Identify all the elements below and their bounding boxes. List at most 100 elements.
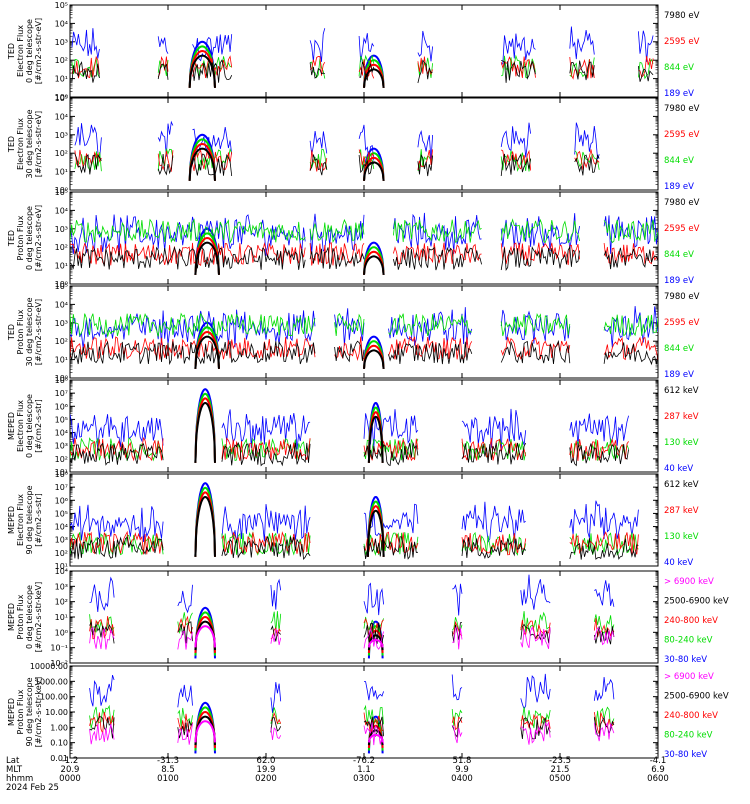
- trace-segment: [461, 442, 527, 465]
- trace-segment: [309, 148, 328, 171]
- y-axis-label: TED: [7, 136, 16, 153]
- y-tick-label: 10³: [55, 225, 68, 234]
- y-axis-label: MEPED: [7, 603, 16, 631]
- y-axis-label: MEPED: [7, 506, 16, 534]
- trace-segment: [192, 153, 233, 177]
- y-tick-label: 10⁴: [55, 300, 68, 309]
- x-tick-label: 0300: [353, 774, 375, 784]
- trace-segment: [309, 213, 365, 254]
- trace-segment: [270, 707, 281, 724]
- trace-segment: [500, 245, 580, 271]
- series-189-ev: [71, 26, 654, 88]
- y-tick-label: 10⁵: [55, 188, 68, 197]
- trace-segment: [70, 218, 306, 245]
- x-tick-label: 9.9: [455, 765, 469, 775]
- trace-segment: [569, 500, 639, 540]
- trace-arch: [363, 161, 385, 181]
- trace-segment: [388, 313, 473, 336]
- panel-8: 0.01 0.10 1.00 10.00 100.00 1000.00 10000.00 ME…: [7, 662, 729, 763]
- legend-entry: 2500-6900 keV: [664, 692, 729, 702]
- y-axis-label: Proton Flux: [16, 309, 25, 354]
- trace-segment: [309, 154, 328, 176]
- series-40-kev: [70, 388, 629, 463]
- trace-segment: [500, 339, 571, 365]
- y-tick-label: 1.00: [50, 723, 68, 732]
- trace-segment: [569, 531, 639, 555]
- trace-segment: [388, 341, 473, 365]
- y-tick-label: 1000.00: [35, 677, 68, 686]
- trace-segment: [451, 620, 463, 637]
- y-tick-label: 10⁰: [55, 93, 68, 102]
- y-axis-label: [#/cm2-s-str-eV]: [34, 111, 43, 177]
- y-tick-label: 10²: [55, 243, 68, 252]
- legend-entry: 844 eV: [664, 250, 694, 260]
- trace-segment: [417, 30, 433, 62]
- series-844-ev: [74, 138, 600, 181]
- trace-segment: [500, 213, 580, 252]
- trace-segment: [520, 623, 551, 644]
- trace-segment: [157, 55, 169, 78]
- trace-segment: [593, 618, 615, 638]
- y-tick-label: 10⁵: [55, 282, 68, 291]
- y-tick-label: 0.10: [50, 739, 68, 748]
- trace-segment: [363, 722, 384, 746]
- legend-entry: 240-800 keV: [664, 711, 718, 721]
- y-tick-label: 10⁸: [55, 376, 68, 385]
- legend-entry: 80-240 keV: [664, 731, 713, 741]
- trace-segment: [70, 246, 306, 270]
- trace-arch: [367, 734, 384, 743]
- panel-7: 10⁻² 10⁻¹ 10⁰ 10¹ 10² 10³ 10⁴ MEPED Proton Flux 0…: [7, 567, 729, 668]
- trace-segment: [270, 682, 282, 714]
- x-tick-label: 62.0: [257, 756, 276, 766]
- y-axis-label: 0 deg telescope: [25, 394, 34, 458]
- trace-arch: [367, 724, 384, 748]
- trace-segment: [157, 120, 174, 157]
- trace-arch: [367, 634, 384, 651]
- trace-segment: [388, 336, 473, 360]
- y-axis-label: [#/cm2-s-str-eV]: [34, 18, 43, 84]
- panel-4: 10⁰ 10¹ 10² 10³ 10⁴ 10⁵ TED Proton Flux 30 deg t…: [7, 282, 700, 383]
- trace-segment: [177, 713, 193, 734]
- trace-arch: [194, 710, 216, 748]
- trace-segment: [363, 503, 419, 539]
- trace-segment: [74, 123, 102, 159]
- legend-entry: 7980 eV: [664, 11, 700, 21]
- trace-segment: [358, 54, 375, 77]
- trace-arch: [367, 639, 384, 648]
- series-7980-ev: [74, 147, 600, 181]
- legend-entry: 7980 eV: [664, 104, 700, 114]
- trace-segment: [363, 536, 418, 560]
- y-tick-label: 10⁴: [55, 567, 68, 576]
- y-axis-label: Electron Flux: [16, 118, 25, 170]
- series-traces: [89, 574, 615, 659]
- trace-segment: [89, 704, 115, 729]
- trace-segment: [451, 674, 463, 701]
- legend-entry: 240-800 keV: [664, 616, 718, 626]
- y-tick-label: 10⁸: [55, 470, 68, 479]
- trace-segment: [500, 56, 536, 78]
- series-844-ev: [70, 218, 658, 275]
- trace-segment: [500, 309, 571, 344]
- x-tick-label: 0000: [59, 774, 81, 784]
- y-tick-label: 10⁻²: [50, 659, 68, 668]
- trace-arch: [194, 620, 216, 651]
- series-traces: [70, 388, 629, 467]
- trace-arch: [367, 415, 384, 463]
- x-tick-label: 19.9: [257, 765, 276, 775]
- y-tick-label: 10¹: [55, 168, 68, 177]
- trace-segment: [70, 242, 306, 267]
- y-axis-label: 0 deg telescope: [25, 585, 34, 649]
- y-tick-label: 10¹: [55, 613, 68, 622]
- trace-segment: [309, 242, 365, 266]
- trace-segment: [461, 501, 526, 544]
- trace-arch: [194, 241, 220, 275]
- series-130-kev: [70, 392, 629, 463]
- trace-segment: [594, 580, 615, 607]
- y-axis-label: [#/cm2-s-str-eV]: [34, 299, 43, 365]
- trace-segment: [177, 612, 193, 635]
- trace-segment: [520, 626, 551, 650]
- series-2500-6900-kev: [89, 620, 615, 651]
- trace-segment: [593, 676, 615, 701]
- trace-segment: [309, 55, 326, 76]
- trace-segment: [363, 627, 384, 650]
